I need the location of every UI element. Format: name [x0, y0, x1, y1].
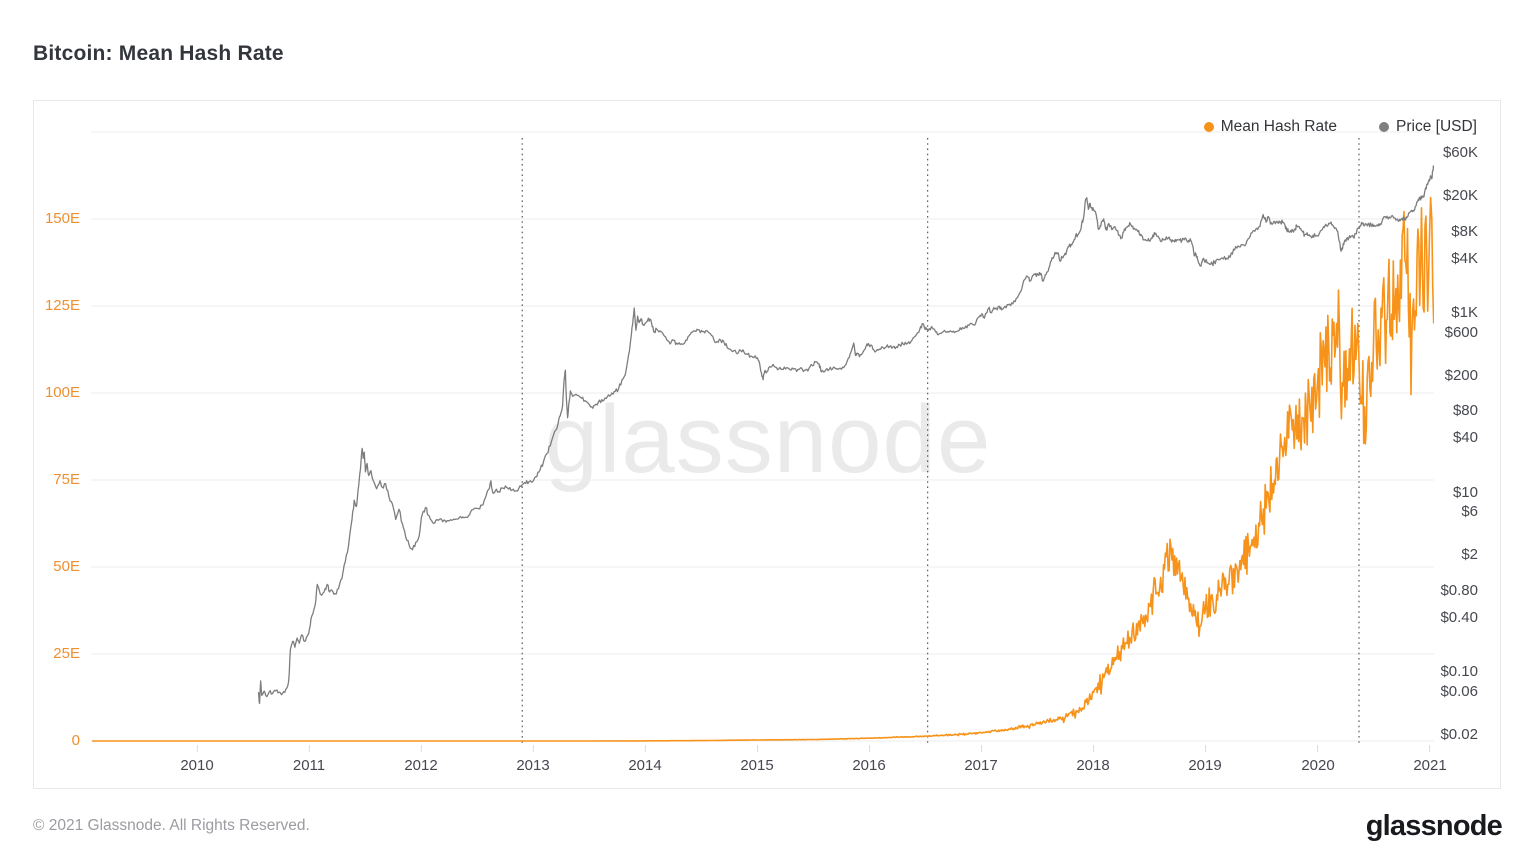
y-axis-tick-left: 100E — [44, 384, 80, 401]
y-axis-tick-right: $2 — [1461, 546, 1478, 563]
glassnode-logo: glassnode — [1365, 810, 1503, 842]
x-axis-tick-year: 2019 — [1188, 757, 1222, 774]
chart-legend: Mean Hash Rate Price [USD] — [1203, 118, 1477, 136]
legend-item-mean-hash-rate[interactable]: Mean Hash Rate — [1203, 118, 1338, 136]
y-axis-tick-right: $8K — [1451, 223, 1478, 240]
y-axis-tick-left: 125E — [44, 297, 80, 314]
y-axis-tick-left: 150E — [44, 210, 80, 227]
y-axis-tick-right: $10 — [1452, 484, 1478, 501]
y-axis-tick-right: $0.02 — [1440, 726, 1478, 743]
y-axis-tick-left: 75E — [53, 471, 80, 488]
x-axis-tick-year: 2011 — [292, 757, 326, 774]
x-axis-tick-year: 2016 — [852, 757, 886, 774]
glassnode-watermark: glassnode — [544, 386, 992, 493]
copyright-text: © 2021 Glassnode. All Rights Reserved. — [33, 817, 310, 834]
x-axis-tick-year: 2013 — [516, 757, 550, 774]
x-axis-tick-year: 2018 — [1076, 757, 1110, 774]
y-axis-tick-left: 0 — [71, 732, 80, 749]
x-axis-tick-year: 2014 — [628, 757, 662, 774]
x-axis-tick-year: 2021 — [1413, 757, 1447, 774]
legend-label-price-usd: Price [USD] — [1396, 118, 1477, 135]
y-axis-tick-right: $0.06 — [1440, 683, 1478, 700]
y-axis-tick-right: $4K — [1451, 250, 1478, 267]
y-axis-tick-right: $20K — [1442, 187, 1478, 204]
x-axis-tick-year: 2012 — [404, 757, 438, 774]
y-axis-tick-left: 25E — [53, 645, 80, 662]
y-axis-tick-right: $0.10 — [1440, 663, 1478, 680]
y-axis-tick-right: $1K — [1451, 304, 1478, 321]
y-axis-tick-right: $80 — [1452, 402, 1478, 419]
y-axis-tick-right: $40 — [1452, 429, 1478, 446]
page-title: Bitcoin: Mean Hash Rate — [33, 42, 284, 65]
x-axis-tick-year: 2015 — [740, 757, 774, 774]
y-axis-tick-right: $60K — [1442, 144, 1478, 161]
price-legend-dot-icon — [1379, 122, 1390, 132]
chart-panel — [33, 100, 1501, 789]
y-axis-tick-right: $6 — [1461, 503, 1478, 520]
hash-rate-legend-dot-icon — [1203, 122, 1214, 132]
hash-rate-series-line — [92, 196, 1434, 742]
legend-item-price-usd[interactable]: Price [USD] — [1379, 118, 1477, 136]
y-axis-tick-right: $0.80 — [1440, 582, 1478, 599]
y-axis-tick-left: 50E — [53, 558, 80, 575]
y-axis-tick-right: $600 — [1444, 324, 1478, 341]
y-axis-tick-right: $200 — [1444, 367, 1478, 384]
price-series-line — [257, 165, 1434, 705]
y-axis-tick-right: $0.40 — [1440, 609, 1478, 626]
x-axis-tick-year: 2017 — [964, 757, 998, 774]
legend-label-mean-hash-rate: Mean Hash Rate — [1220, 118, 1338, 135]
x-axis-tick-year: 2010 — [180, 757, 214, 774]
x-axis-tick-year: 2020 — [1301, 757, 1335, 774]
